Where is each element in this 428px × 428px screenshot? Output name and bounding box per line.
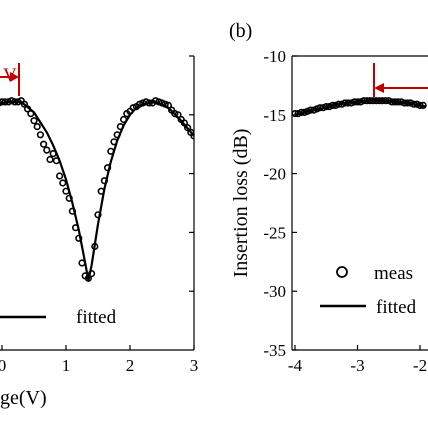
panel-a-data-point bbox=[33, 122, 41, 131]
panel-b-ticks: -4 -3 -2 -10 -15 -20 -25 -30 -35 bbox=[263, 47, 427, 375]
panel-a-data-point bbox=[43, 146, 51, 154]
panel-a-data-point bbox=[46, 155, 54, 164]
panel-b-y-tick-label: -10 bbox=[263, 47, 286, 66]
panel-a-annotation-arrowhead bbox=[10, 72, 19, 82]
panel-b-y-tick-label: -20 bbox=[263, 165, 286, 184]
panel-b-annotation-arrowhead bbox=[374, 83, 384, 93]
panel-b-y-axis-label: Insertion loss (dB) bbox=[230, 129, 252, 278]
panel-a-annotation-text: V bbox=[3, 65, 17, 86]
panel-a-x-tick-label: 1 bbox=[62, 356, 71, 375]
panel-a-x-tick-label: 3 bbox=[190, 356, 199, 375]
panel-a: 0 1 2 3 V fitted ge(V) bbox=[0, 55, 199, 409]
panel-b-fitted-line bbox=[294, 99, 427, 116]
panel-b-annotation bbox=[373, 63, 428, 97]
panel-b-x-tick-label: -4 bbox=[288, 356, 303, 375]
panel-a-data-point bbox=[39, 140, 48, 148]
panel-b-y-tick-label: -35 bbox=[263, 341, 286, 360]
panel-a-data-point bbox=[20, 100, 29, 108]
panel-a-legend-fitted-label: fitted bbox=[76, 307, 117, 328]
panel-a-data-point bbox=[30, 117, 38, 125]
panel-a-legend: fitted bbox=[0, 307, 117, 328]
panel-b-legend-meas-label: meas bbox=[374, 263, 413, 284]
panel-b-x-tick-label: -3 bbox=[350, 356, 364, 375]
panel-b-x-tick-label: -2 bbox=[413, 356, 427, 375]
panel-a-data-point bbox=[184, 124, 192, 132]
panel-b-legend-marker-swatch bbox=[336, 266, 348, 278]
panel-a-x-axis-label: ge(V) bbox=[0, 387, 47, 409]
panel-a-plot-area bbox=[0, 97, 194, 282]
panel-b-legend-fitted-label: fitted bbox=[376, 297, 417, 318]
panel-a-data-point bbox=[55, 172, 64, 180]
panel-a-fitted-line bbox=[0, 100, 194, 281]
panel-a-x-tick-label: 2 bbox=[126, 356, 135, 375]
panel-a-data-point bbox=[59, 179, 67, 187]
panel-b-plot-area bbox=[292, 97, 427, 118]
panel-a-x-tick-label: 0 bbox=[0, 356, 6, 375]
panel-b-y-tick-label: -15 bbox=[263, 106, 286, 125]
panel-b-y-tick-label: -25 bbox=[263, 223, 286, 242]
panel-a-data-point bbox=[36, 131, 45, 139]
panel-b-label: (b) bbox=[229, 20, 252, 42]
panel-b-legend: meas fitted bbox=[320, 263, 417, 318]
panel-a-annotation: V bbox=[0, 63, 20, 96]
panel-b: (b) -4 -3 -2 -10 -15 -20 -25 -30 -35 meas fitted… bbox=[229, 20, 428, 375]
panel-b-y-tick-label: -30 bbox=[263, 282, 286, 301]
